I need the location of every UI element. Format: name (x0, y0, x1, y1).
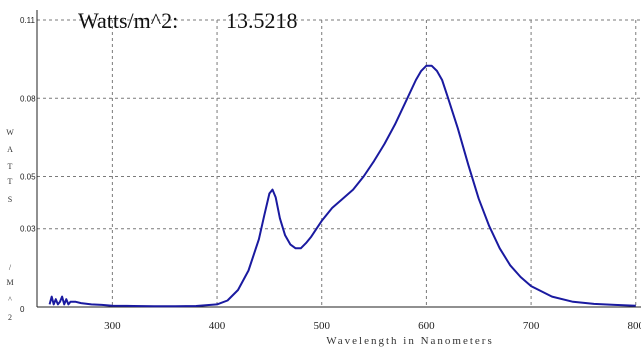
x-tick-label: 400 (209, 320, 226, 332)
grid-layer (37, 19, 641, 307)
y-axis-label-char: W (6, 128, 14, 137)
tick-layer: 300 400 500 600 700 800 0 0.03 0.05 0.08 0.11 (20, 16, 641, 332)
y-axis-label-char: A (7, 145, 13, 154)
y-axis-label-char: S (8, 195, 12, 204)
axis-layer (36, 10, 641, 308)
y-axis-label-char: T (8, 162, 13, 171)
readout-value: 13.5218 (226, 8, 298, 33)
y-axis-label-char: 2 (8, 313, 12, 322)
x-tick-label: 600 (418, 320, 435, 332)
y-tick-label: 0 (20, 305, 25, 314)
series-line (48, 64, 636, 308)
readout-label: Watts/m^2: (78, 8, 178, 33)
y-axis-label-char: M (6, 278, 13, 287)
y-tick-label: 0.05 (20, 173, 36, 182)
x-tick-label: 700 (523, 320, 540, 332)
y-axis-label-char: / (9, 263, 12, 272)
y-axis-label-char: T (8, 177, 13, 186)
series-layer (48, 64, 636, 308)
x-axis-label: Wavelength in Nanometers (326, 335, 493, 347)
x-tick-label: 500 (313, 320, 330, 332)
x-tick-label: 300 (104, 320, 121, 332)
y-tick-label: 0.11 (20, 16, 36, 25)
y-tick-label: 0.03 (20, 225, 36, 234)
y-axis-label-char: ^ (8, 295, 12, 304)
y-tick-label: 0.08 (20, 94, 36, 103)
x-tick-label: 800 (628, 320, 641, 332)
